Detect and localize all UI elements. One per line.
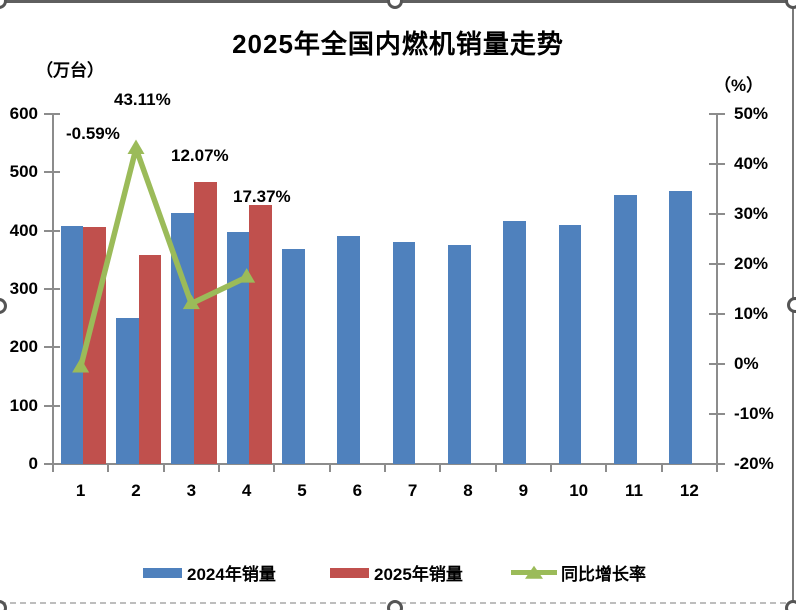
selection-handle-right-middle[interactable] [787, 297, 796, 313]
x-axis-label: 8 [463, 481, 473, 500]
y-axis-right-tick [709, 413, 725, 415]
x-axis-label: 6 [352, 481, 363, 500]
legend-swatch-2024 [143, 567, 182, 578]
y-axis-left-tick [44, 288, 60, 290]
y-axis-right-tick [709, 363, 725, 365]
x-axis-tick [439, 464, 442, 472]
y-axis-left-label: 500 [9, 162, 38, 182]
y-axis-left-label: 200 [9, 337, 38, 357]
x-axis-tick [716, 464, 718, 472]
y-axis-right-label: 10% [734, 304, 769, 323]
y-axis-right-tick [709, 163, 725, 165]
bar-2025[interactable] [138, 254, 162, 464]
x-axis-tick [550, 464, 552, 472]
x-axis-label: 1 [75, 481, 86, 500]
legend-label-growth: 同比增长率 [561, 565, 646, 584]
y-axis-left-label: 600 [9, 104, 38, 123]
y-axis-right-label: -20% [734, 454, 774, 473]
growth-data-label: 12.07% [171, 146, 229, 165]
bar-2024[interactable] [447, 244, 471, 464]
right-axis-unit-label: （%） [714, 76, 764, 95]
bar-2024[interactable] [613, 194, 637, 464]
y-axis-right-label: 20% [734, 254, 769, 273]
y-axis-right-label: 40% [734, 154, 769, 173]
selection-handle-left-middle[interactable] [0, 298, 7, 314]
bar-2024[interactable] [281, 249, 305, 464]
chart-title: 2025年全国内燃机销量走势 [232, 29, 564, 59]
x-axis-label: 5 [297, 481, 307, 500]
y-axis-left-label: 100 [9, 395, 38, 415]
legend-item-2024[interactable]: 2024年销量 [143, 560, 276, 585]
bar-2024[interactable] [115, 317, 139, 464]
selection-handle-bottom-left[interactable] [0, 600, 7, 610]
selection-handle-top-center[interactable] [387, 0, 403, 9]
bar-2024[interactable] [392, 242, 416, 464]
y-axis-right-label: -10% [734, 404, 774, 423]
bar-2024[interactable] [226, 231, 250, 464]
y-axis-right-tick [709, 263, 725, 265]
selection-handle-bottom-right[interactable] [785, 600, 796, 610]
x-axis-tick [605, 464, 608, 472]
bar-2024[interactable] [171, 212, 194, 464]
x-axis-tick [328, 464, 331, 472]
legend-swatch-2025 [330, 567, 369, 578]
growth-data-label: 43.11% [114, 90, 171, 109]
y-axis-left-label: 400 [9, 220, 38, 240]
x-axis-label: 4 [241, 481, 252, 500]
legend-item-2025[interactable]: 2025年销量 [330, 560, 463, 585]
y-axis-left-tick [44, 346, 60, 349]
selection-handle-top-right[interactable] [785, 0, 796, 9]
x-axis-tick [52, 464, 54, 472]
y-axis-left-tick [44, 171, 60, 174]
x-axis-label: 2 [131, 481, 141, 500]
selection-handle-bottom-center[interactable] [387, 600, 403, 610]
y-axis-left-label: 300 [9, 279, 38, 298]
x-axis-label: 12 [679, 481, 699, 500]
x-axis-label: 10 [569, 481, 589, 500]
bar-2024[interactable] [669, 190, 692, 464]
legend-item-growth[interactable]: 同比增长率 [511, 560, 646, 585]
x-axis-label: 9 [518, 481, 529, 500]
left-axis-unit-label: （万台） [36, 61, 104, 80]
legend-line-triangle-icon [511, 565, 557, 579]
y-axis-right-tick [709, 113, 725, 115]
x-axis-tick [162, 464, 165, 472]
x-axis-tick [218, 464, 220, 472]
x-axis-tick [494, 464, 497, 472]
bar-2024[interactable] [558, 224, 582, 464]
y-axis-right-label: 30% [734, 204, 769, 223]
bar-2024[interactable] [60, 225, 84, 464]
x-axis-tick [384, 464, 386, 472]
y-axis-right-tick [709, 313, 725, 315]
growth-data-label: -0.59% [66, 124, 120, 143]
y-axis-left-tick [44, 404, 60, 407]
bar-2024[interactable] [337, 235, 360, 464]
y-axis-right-line [716, 114, 718, 464]
y-axis-left-tick [44, 113, 60, 115]
y-axis-left-label: 0 [28, 454, 38, 473]
x-axis-label: 3 [186, 481, 197, 500]
x-axis-tick [273, 464, 276, 472]
y-axis-left-tick [44, 229, 60, 232]
bar-2025[interactable] [249, 204, 272, 464]
growth-data-label: 17.37% [233, 187, 291, 206]
selection-handle-top-left[interactable] [0, 0, 7, 9]
legend-label-2025: 2025年销量 [374, 565, 463, 584]
x-axis-tick [107, 464, 110, 472]
y-axis-right-tick [709, 213, 725, 215]
y-axis-right-label: 0% [734, 354, 759, 373]
legend-label-2024: 2024年销量 [187, 565, 276, 584]
y-axis-right-label: 50% [734, 104, 769, 123]
bar-2025[interactable] [193, 182, 217, 465]
x-axis-label: 7 [407, 481, 418, 500]
bar-2024[interactable] [503, 220, 526, 464]
x-axis-tick [660, 464, 663, 472]
x-axis-label: 11 [625, 481, 643, 500]
